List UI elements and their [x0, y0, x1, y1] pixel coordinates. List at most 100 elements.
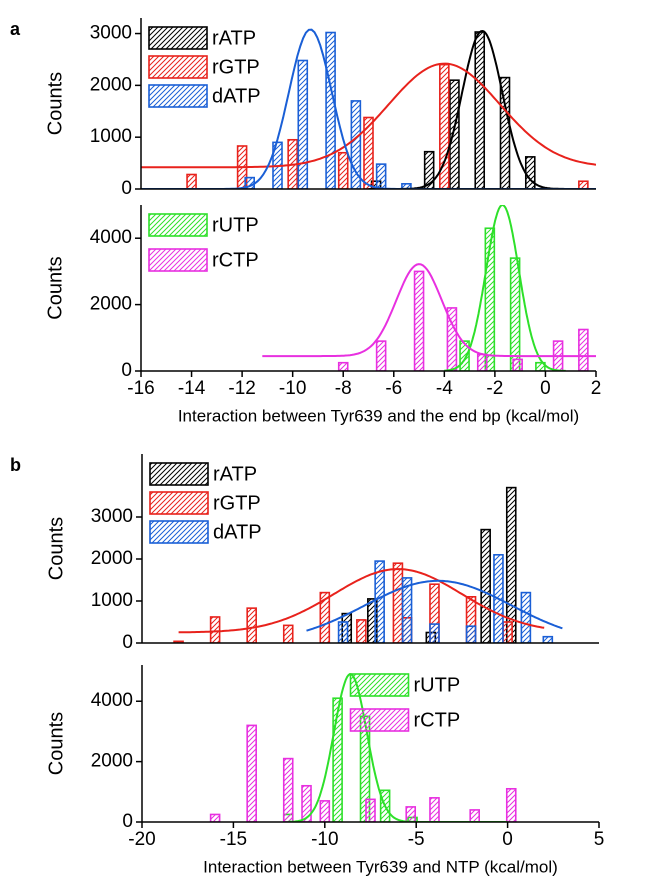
panel-label: a	[10, 19, 21, 39]
fit-curve	[178, 568, 545, 634]
y-axis-label: Counts	[44, 72, 66, 135]
bar	[365, 798, 376, 822]
bar	[337, 151, 349, 189]
x-tick-label: -5	[408, 829, 425, 850]
bar	[484, 227, 496, 371]
legend-label: rCTP	[414, 709, 461, 731]
bar	[186, 173, 197, 189]
legend-swatch	[149, 462, 209, 486]
bar	[392, 562, 404, 643]
x-tick-label: -4	[436, 378, 453, 399]
y-tick-label: 3000	[91, 506, 133, 527]
y-tick-label: 2000	[91, 751, 133, 772]
y-tick-label: 2000	[91, 548, 133, 569]
legend-swatch	[148, 213, 208, 237]
legend-label: rGTP	[212, 56, 260, 78]
bar	[578, 180, 589, 189]
x-tick-label: 5	[594, 829, 605, 850]
legend-swatch	[148, 55, 208, 79]
y-tick-label: 4000	[91, 690, 133, 711]
y-axis-label: Counts	[45, 712, 67, 775]
y-axis-label: Counts	[45, 517, 67, 580]
x-tick-label: -10	[311, 829, 338, 850]
bar	[325, 31, 336, 189]
legend-label: rGTP	[213, 492, 261, 514]
bar	[446, 307, 458, 371]
bar	[474, 31, 486, 189]
bar	[429, 623, 440, 643]
y-tick-label: 0	[121, 178, 132, 199]
legend-swatch	[349, 673, 410, 697]
x-tick-label: -12	[228, 378, 255, 399]
x-tick-label: 2	[591, 378, 602, 399]
bar	[520, 591, 532, 643]
bar	[542, 635, 554, 643]
bar	[499, 76, 511, 189]
legend-swatch	[349, 708, 410, 732]
x-tick-label: 0	[502, 829, 513, 850]
bar	[502, 621, 513, 643]
x-tick-label: -2	[486, 378, 503, 399]
bar	[209, 813, 221, 822]
bar	[282, 624, 294, 643]
bar	[356, 619, 367, 643]
y-tick-label: 1000	[90, 126, 132, 147]
legend-label: dATP	[213, 521, 262, 543]
legend-label: rATP	[213, 463, 257, 485]
bar	[524, 156, 536, 189]
x-tick-label: -16	[127, 378, 154, 399]
bar	[505, 486, 517, 643]
bar	[535, 361, 546, 371]
bar	[246, 607, 257, 643]
legend-label: rUTP	[212, 214, 259, 236]
x-tick-label: -6	[385, 378, 402, 399]
bar	[350, 100, 362, 189]
plot-area	[262, 205, 596, 371]
bar	[429, 583, 440, 643]
bar	[401, 577, 413, 643]
bar	[413, 270, 425, 371]
bar	[282, 757, 294, 822]
y-tick-label: 2000	[90, 294, 132, 315]
fit-curve	[141, 28, 596, 189]
plot-area	[141, 28, 596, 189]
bar	[509, 257, 521, 371]
y-axis-label: Counts	[44, 256, 66, 319]
bar	[578, 328, 589, 371]
legend-swatch	[149, 520, 209, 544]
y-tick-label: 4000	[90, 227, 132, 248]
legend-label: rATP	[212, 27, 256, 49]
y-tick-label: 0	[122, 811, 133, 832]
fit-curve	[444, 205, 566, 371]
fit-curve	[306, 579, 563, 632]
fit-curve	[288, 673, 508, 822]
x-tick-label: -10	[279, 378, 306, 399]
bar	[173, 640, 184, 643]
bar	[505, 787, 517, 822]
bar	[476, 353, 488, 371]
x-axis-label: Interaction between Tyr639 and the end b…	[178, 406, 579, 425]
x-tick-label: 0	[540, 378, 551, 399]
fit-curve	[141, 62, 596, 169]
bar	[449, 79, 460, 189]
bar	[209, 616, 221, 643]
y-tick-label: 0	[121, 360, 132, 381]
x-tick-label: -20	[128, 829, 155, 850]
bar	[429, 797, 440, 822]
panel-label: b	[10, 455, 21, 475]
y-tick-label: 0	[122, 632, 133, 653]
x-tick-label: -14	[178, 378, 206, 399]
legend-label: rUTP	[414, 674, 461, 696]
bar	[297, 59, 309, 189]
legend-swatch	[148, 26, 208, 50]
bar	[363, 116, 374, 189]
bar	[246, 724, 257, 822]
legend-swatch	[149, 491, 209, 515]
x-axis-label: Interaction between Tyr639 and NTP (kcal…	[203, 857, 558, 876]
legend-swatch	[148, 84, 208, 108]
bar	[337, 621, 349, 643]
bar	[337, 361, 349, 371]
bar	[469, 809, 480, 822]
y-tick-label: 2000	[90, 74, 132, 95]
